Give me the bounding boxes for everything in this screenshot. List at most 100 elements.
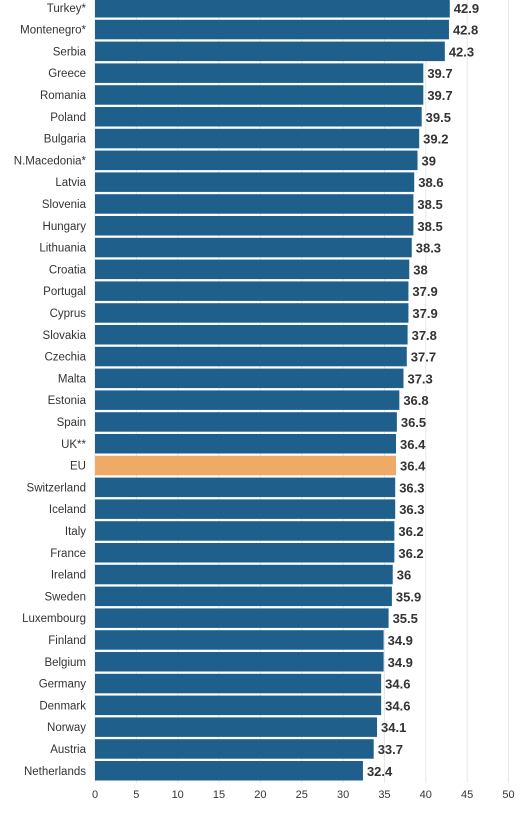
bar-hungary — [95, 216, 414, 236]
category-label: Spain — [57, 417, 86, 429]
category-label: Luxembourg — [22, 613, 86, 625]
value-label: 42.8 — [453, 23, 478, 38]
bar-spain — [95, 412, 397, 432]
x-tick-label: 35 — [378, 789, 390, 801]
category-label: Poland — [50, 112, 86, 124]
value-label: 37.9 — [412, 306, 437, 321]
bar-serbia — [95, 41, 445, 62]
bar-czechia — [95, 346, 407, 367]
bar-slovakia — [95, 325, 408, 345]
value-label: 38.5 — [417, 219, 442, 234]
bar-cyprus — [95, 303, 409, 323]
x-axis: 0 5 10 15 20 25 30 35 40 45 50 — [92, 789, 515, 801]
bar-italy — [95, 521, 395, 541]
category-label: Netherlands — [24, 766, 86, 778]
value-label: 37.3 — [407, 371, 432, 386]
bar-france — [95, 543, 395, 563]
category-label: EU — [70, 461, 86, 473]
x-tick-label: 5 — [133, 789, 139, 801]
value-label: 38.6 — [418, 175, 443, 190]
category-label: Malta — [58, 373, 87, 385]
value-label: 36.4 — [400, 459, 426, 474]
bar-croatia — [95, 259, 410, 280]
x-tick-label: 0 — [92, 789, 98, 801]
value-label: 36.3 — [399, 480, 424, 495]
value-label: 34.1 — [381, 720, 406, 735]
value-label: 34.9 — [388, 655, 413, 670]
category-label: UK** — [61, 439, 86, 451]
bar-montenegro — [95, 19, 449, 40]
bar-latvia — [95, 172, 415, 192]
value-label: 34.6 — [385, 698, 410, 713]
category-label: Hungary — [43, 221, 87, 233]
bar-ireland — [95, 564, 393, 585]
value-label: 36.5 — [401, 415, 426, 430]
bar-austria — [95, 739, 374, 759]
value-label: 34.6 — [385, 677, 410, 692]
bar-uk — [95, 434, 397, 454]
bar-iceland — [95, 499, 396, 519]
x-tick-label: 25 — [296, 789, 308, 801]
bar-finland — [95, 630, 384, 650]
x-tick-label: 15 — [213, 789, 225, 801]
category-label: Slovakia — [43, 330, 87, 342]
category-label: Finland — [48, 635, 86, 647]
value-label: 36.3 — [399, 502, 424, 517]
category-label: Iceland — [49, 504, 86, 516]
value-label: 37.9 — [412, 284, 437, 299]
category-label: Cyprus — [50, 308, 87, 320]
value-label: 37.8 — [412, 328, 437, 343]
x-tick-label: 50 — [502, 789, 514, 801]
category-label: Czechia — [44, 352, 86, 364]
bar-n-macedonia — [95, 150, 418, 171]
value-label: 33.7 — [378, 742, 403, 757]
x-tick-label: 10 — [172, 789, 184, 801]
bar-lithuania — [95, 237, 412, 258]
bars — [95, 0, 450, 781]
bar-malta — [95, 368, 404, 389]
value-label: 35.5 — [393, 611, 418, 626]
value-label: 39.5 — [426, 110, 451, 125]
value-label: 38 — [413, 262, 427, 277]
bar-germany — [95, 673, 382, 694]
category-label: Estonia — [48, 395, 87, 407]
category-label: Sweden — [44, 591, 86, 603]
category-label: Belgium — [44, 657, 86, 669]
bar-sweden — [95, 586, 392, 607]
value-label: 36 — [397, 568, 411, 583]
category-label: Latvia — [55, 177, 86, 189]
x-tick-label: 30 — [337, 789, 349, 801]
bar-slovenia — [95, 194, 414, 214]
bar-portugal — [95, 281, 409, 301]
value-label: 42.9 — [454, 1, 479, 16]
bar-netherlands — [95, 761, 363, 781]
value-label: 39.7 — [427, 88, 452, 103]
value-label: 36.8 — [403, 393, 428, 408]
category-label: Ireland — [51, 570, 86, 582]
value-label: 36.4 — [400, 437, 426, 452]
bar-greece — [95, 63, 424, 83]
bar-estonia — [95, 390, 400, 410]
category-label: Greece — [48, 68, 86, 80]
value-label: 38.5 — [417, 197, 442, 212]
bar-turkey — [95, 0, 450, 18]
bar-romania — [95, 85, 424, 105]
bar-switzerland — [95, 477, 396, 498]
category-label: Italy — [65, 526, 86, 538]
value-label: 34.9 — [388, 633, 413, 648]
x-tick-label: 20 — [254, 789, 266, 801]
value-label: 39 — [422, 153, 436, 168]
category-label: Portugal — [43, 286, 86, 298]
value-label: 36.2 — [398, 524, 423, 539]
category-label: Germany — [39, 679, 87, 691]
category-label: Norway — [47, 722, 86, 734]
bar-eu — [95, 455, 397, 476]
value-label: 37.7 — [411, 350, 436, 365]
value-label: 39.2 — [423, 132, 448, 147]
value-label: 39.7 — [427, 66, 452, 81]
value-label: 38.3 — [416, 241, 441, 256]
category-labels: Turkey* Montenegro* Serbia Greece Romania Pol… — [14, 3, 87, 778]
bar-bulgaria — [95, 128, 420, 149]
category-label: Switzerland — [27, 482, 86, 494]
